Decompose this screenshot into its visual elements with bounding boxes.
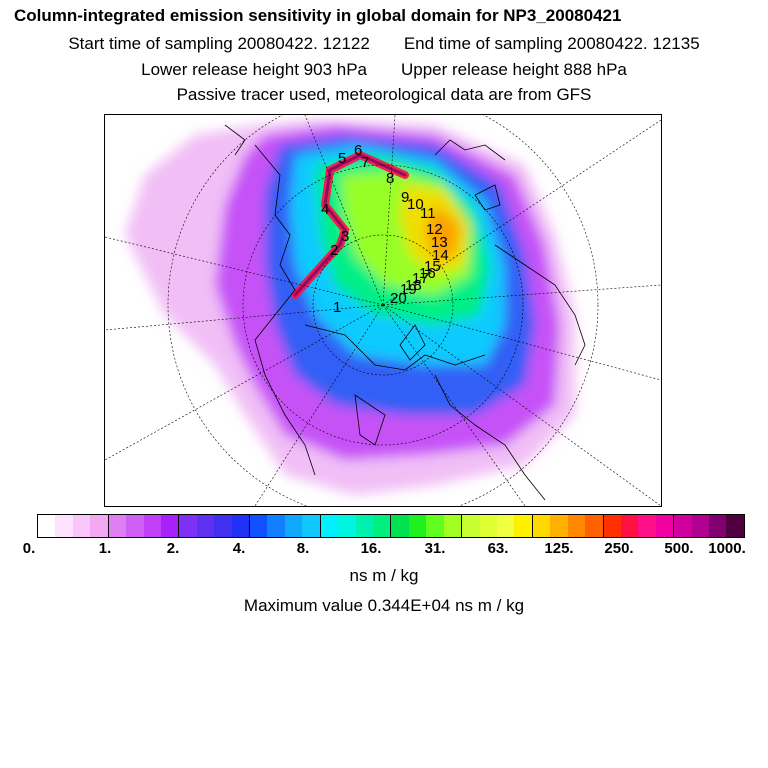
color-scale-label: 8. xyxy=(296,540,310,557)
color-scale-segment xyxy=(709,515,727,537)
track-point-20: 20 xyxy=(390,290,407,307)
color-scale-segment xyxy=(267,515,285,537)
color-scale-label: 500. xyxy=(664,540,694,557)
color-scale-segment xyxy=(726,515,744,537)
track-point-16: 16 xyxy=(419,265,436,282)
color-scale-labels: 0. 1. 2. 4. 8. 16. 31. 63. 125. 250. 500. 1000. xyxy=(0,540,768,560)
color-scale-units: ns m / kg xyxy=(349,566,419,585)
color-scale-segment xyxy=(179,515,197,537)
color-scale-segment xyxy=(567,515,586,537)
track-point-2: 2 xyxy=(330,242,338,259)
color-scale-segment xyxy=(426,515,444,537)
track-point-11: 11 xyxy=(420,205,436,222)
color-scale-segment xyxy=(638,515,656,537)
track-point-12: 12 xyxy=(426,221,443,238)
color-scale-segment xyxy=(108,515,127,537)
color-scale-segment xyxy=(55,515,73,537)
color-scale-segment xyxy=(160,515,180,537)
track-point-7: 7 xyxy=(361,154,369,171)
color-scale-label: 250. xyxy=(604,540,634,557)
color-scale-segment xyxy=(462,515,480,537)
color-scale-segment xyxy=(691,515,710,537)
color-scale-label: 1000. xyxy=(708,540,746,557)
color-scale-label: 125. xyxy=(544,540,574,557)
color-scale-segment xyxy=(655,515,675,537)
color-scale-label: 63. xyxy=(487,540,509,557)
color-scale-segment xyxy=(674,515,692,537)
color-scale-label: 2. xyxy=(166,540,180,557)
polar-map-canvas: 1 2 3 4 5 6 7 8 9 10 11 12 13 14 15 16 1… xyxy=(105,115,661,506)
track-point-18: 18 xyxy=(405,277,422,294)
color-scale-segment xyxy=(72,515,91,537)
graticule xyxy=(105,115,661,506)
track-point-8: 8 xyxy=(386,170,394,187)
track-point-17: 17 xyxy=(412,270,429,287)
color-scale-segment xyxy=(479,515,497,537)
color-scale-segment xyxy=(550,515,568,537)
release-height-line: Lower release height 903 hPa Upper releas… xyxy=(0,60,768,80)
track-point-3: 3 xyxy=(341,228,349,245)
coastlines xyxy=(224,124,586,501)
color-scale-segment xyxy=(302,515,321,537)
tracer-note: Passive tracer used, meteorological data… xyxy=(176,85,592,104)
color-scale-segment xyxy=(603,515,621,537)
color-scale-segment xyxy=(143,515,161,537)
sampling-time-line: Start time of sampling 20080422. 12122 En… xyxy=(0,34,768,54)
color-scale-label: 0. xyxy=(22,540,36,557)
track-point-4: 4 xyxy=(321,201,329,218)
color-scale-bar xyxy=(37,514,745,538)
track-point-14: 14 xyxy=(432,247,449,264)
track-point-6: 6 xyxy=(354,142,362,159)
color-scale-segment xyxy=(196,515,215,537)
color-scale-segment xyxy=(620,515,639,537)
track-point-9: 9 xyxy=(401,189,409,206)
start-time: Start time of sampling 20080422. 12122 xyxy=(68,34,370,53)
track-point-1: 1 xyxy=(333,299,341,316)
color-scale-label: 4. xyxy=(232,540,246,557)
color-scale-segment xyxy=(284,515,303,537)
color-scale-segment xyxy=(126,515,144,537)
color-scale-segment xyxy=(514,515,533,537)
color-scale-label: 1. xyxy=(98,540,112,557)
color-scale-segment xyxy=(408,515,427,537)
track-point-19: 19 xyxy=(400,281,417,298)
color-scale-segment xyxy=(373,515,392,537)
lower-release-height: Lower release height 903 hPa xyxy=(141,60,367,79)
color-scale-segment xyxy=(338,515,356,537)
sensitivity-field xyxy=(125,120,575,495)
color-scale-segment xyxy=(391,515,409,537)
track-labels: 1 2 3 4 5 6 7 8 9 10 11 12 13 14 15 16 1… xyxy=(321,142,449,316)
color-scale-label: 31. xyxy=(424,540,446,557)
color-scale-segment xyxy=(214,515,232,537)
color-scale-label: 16. xyxy=(360,540,382,557)
map-title: Column-integrated emission sensitivity i… xyxy=(14,6,622,25)
end-time: End time of sampling 20080422. 12135 xyxy=(403,34,700,53)
track-ribbon xyxy=(291,150,409,299)
color-scale-segment xyxy=(496,515,515,537)
track-point-13: 13 xyxy=(431,234,448,251)
color-scale-segment xyxy=(38,515,56,537)
color-scale-segment xyxy=(250,515,268,537)
color-scale-segment xyxy=(90,515,109,537)
color-scale-segment xyxy=(231,515,251,537)
color-scale-segment xyxy=(532,515,551,537)
color-scale-segment xyxy=(355,515,374,537)
color-scale-segment xyxy=(320,515,339,537)
upper-release-height: Upper release height 888 hPa xyxy=(401,60,627,79)
emission-sensitivity-map: 1 2 3 4 5 6 7 8 9 10 11 12 13 14 15 16 1… xyxy=(104,114,662,507)
track-point-15: 15 xyxy=(424,258,441,275)
track-point-5: 5 xyxy=(338,150,346,167)
color-scale-segment xyxy=(585,515,604,537)
color-scale-segment xyxy=(443,515,463,537)
track-point-10: 10 xyxy=(407,196,424,213)
maximum-value: Maximum value 0.344E+04 ns m / kg xyxy=(243,596,525,615)
